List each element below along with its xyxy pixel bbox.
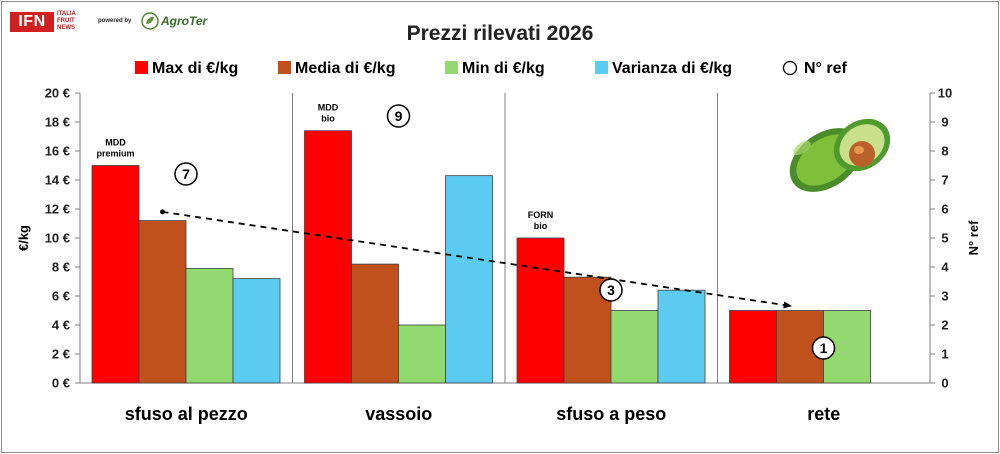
ref-markers: 7 9 3 1	[174, 104, 836, 360]
legend-swatch-0	[135, 61, 148, 74]
legend-swatch-ref	[782, 60, 798, 76]
y-tick-label-6: 12 €	[45, 202, 70, 217]
y-tick-label-9: 18 €	[45, 115, 70, 130]
y-tick-label-2: 4 €	[52, 318, 70, 333]
trendline-dashed-line	[162, 211, 793, 308]
legend-label-3: Varianza di €/kg	[612, 60, 732, 77]
annotation-0-line-0: MDD	[105, 138, 126, 148]
ref-marker-label-1: 9	[395, 108, 403, 124]
y2-tick-label-4: 4	[941, 260, 949, 275]
y-tick-label-8: 16 €	[45, 144, 70, 159]
bar-3-0	[232, 278, 281, 384]
ifn-sub-line-3: NEWS	[57, 25, 75, 31]
ref-marker-label-3: 1	[820, 340, 828, 356]
bars	[91, 130, 871, 384]
bar-0-3	[729, 310, 777, 384]
ref-marker-1	[386, 104, 411, 128]
legend-swatch-3	[595, 61, 608, 74]
y-tick-label-10: 20 €	[45, 86, 70, 101]
bar-0-0	[91, 165, 140, 384]
chart-title: Prezzi rilevati 2026	[407, 22, 594, 45]
ref-marker-3	[811, 336, 836, 360]
y-tick-label-7: 14 €	[45, 173, 70, 188]
ifn-sub-line-1: ITALIA	[57, 11, 76, 17]
y2-tick-label-7: 7	[941, 173, 948, 188]
category-label-3: rete	[807, 404, 840, 424]
ref-marker-0	[174, 162, 198, 186]
category-label-1: vassoio	[365, 404, 432, 424]
agroter-logo-text: AgroTer	[161, 14, 208, 28]
y2-tick-label-9: 9	[941, 115, 948, 130]
y2-tick-label-1: 1	[941, 347, 948, 362]
y-axis-label: €/kg	[16, 225, 31, 251]
ref-marker-label-2: 3	[607, 282, 615, 298]
bar-1-1	[351, 263, 399, 384]
trendline-arrowhead	[783, 301, 792, 309]
legend-label-1: Media di €/kg	[295, 60, 395, 77]
y-tick-label-4: 8 €	[52, 260, 70, 275]
legend-swatch-2	[445, 61, 458, 74]
annotation-0-line-1: premium	[96, 149, 134, 159]
bar-1-0	[138, 220, 187, 384]
avocado-icon	[789, 118, 891, 192]
legend: Max di €/kg Media di €/kg Min di €/kg Varia…	[135, 60, 848, 77]
trendline	[160, 209, 793, 309]
category-label-0: sfuso al pezzo	[125, 404, 248, 424]
y2-tick-label-10: 10	[938, 86, 952, 101]
bar-0-1	[304, 130, 352, 384]
legend-swatch-1	[278, 61, 291, 74]
y-tick-label-3: 6 €	[52, 289, 70, 304]
annotation-2-line-0: FORN	[528, 210, 554, 220]
bar-3-2	[657, 289, 706, 384]
y-tick-label-0: 0 €	[52, 376, 70, 391]
y-tick-label-5: 10 €	[45, 231, 70, 246]
y2-tick-label-6: 6	[941, 202, 948, 217]
category-label-2: sfuso a peso	[556, 404, 666, 424]
ifn-sub-line-2: FRUIT	[57, 18, 75, 24]
y2-tick-label-8: 8	[941, 144, 948, 159]
bar-0-2	[516, 237, 565, 384]
y2-tick-label-2: 2	[941, 318, 948, 333]
y2-tick-label-5: 5	[941, 231, 948, 246]
ifn-logo-subtitle: ITALIA FRUIT NEWS	[57, 11, 91, 32]
y2-tick-label-3: 3	[941, 289, 948, 304]
bar-2-1	[398, 324, 446, 384]
bar-2-0	[185, 268, 234, 384]
ifn-logo: IFN	[10, 12, 54, 32]
annotation-1-line-1: bio	[321, 114, 335, 124]
brand-header: IFN ITALIA FRUIT NEWS powered by AgroTer	[10, 10, 250, 36]
legend-label-0: Max di €/kg	[152, 60, 238, 77]
annotation-2-line-1: bio	[534, 221, 548, 231]
annotation-1-line-0: MDD	[318, 103, 339, 113]
bar-2-2	[610, 310, 659, 384]
agroter-leaf-icon	[141, 12, 159, 30]
bar-3-1	[445, 175, 493, 384]
y2-axis-label: N° ref	[966, 220, 981, 255]
legend-label-ref: N° ref	[804, 60, 848, 77]
axes: 0 € 2 € 4 € 6 € 8 € 10 € 12 € 14 € 16 € 18 € 20 € 0…	[16, 86, 981, 425]
ref-marker-label-0: 7	[182, 166, 190, 182]
legend-label-2: Min di €/kg	[462, 60, 545, 77]
y-tick-label-1: 2 €	[52, 347, 70, 362]
y2-tick-label-0: 0	[941, 376, 948, 391]
powered-by-label: powered by	[98, 18, 132, 24]
ref-marker-2	[599, 278, 623, 302]
